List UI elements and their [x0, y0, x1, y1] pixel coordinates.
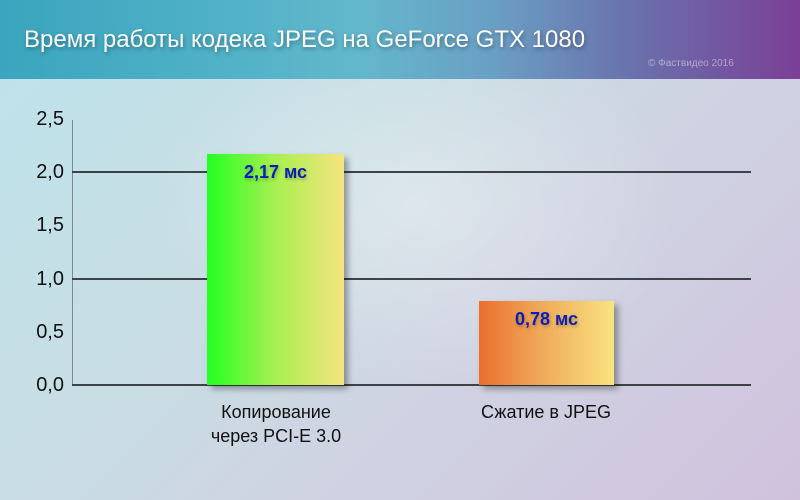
x-category-line: через PCI-E 3.0: [210, 426, 342, 446]
y-tick-label: 0,5: [36, 321, 64, 343]
chart-header: Время работы кодека JPEG на GeForce GTX …: [0, 0, 800, 79]
y-tick-label: 1,0: [36, 268, 64, 290]
x-axis-baseline: [72, 384, 751, 386]
copyright-text: © Фаствидео 2016: [648, 58, 734, 69]
gridline-2: [72, 171, 751, 173]
plot-background: [0, 79, 800, 500]
bar-pci-copy: 2,17 мс: [207, 154, 344, 385]
bar-value-label: 0,78 мс: [514, 309, 579, 329]
y-tick-label: 0,0: [36, 374, 64, 396]
y-axis-line: [72, 120, 73, 386]
x-category-line: Копирование: [221, 402, 331, 422]
bar-jpeg-compress: 0,78 мс: [479, 301, 614, 385]
x-category-line: Сжатие в JPEG: [481, 402, 611, 422]
bar-value-label: 2,17 мс: [243, 162, 308, 182]
plot-gloss: [0, 79, 800, 500]
x-category-label-2: Сжатие в JPEG: [446, 400, 646, 424]
y-tick-label: 1,5: [36, 214, 64, 236]
gridline-1: [72, 278, 751, 280]
y-tick-label: 2,5: [36, 108, 64, 130]
y-tick-label: 2,0: [36, 161, 64, 183]
x-category-label-1: Копирование через PCI-E 3.0: [176, 400, 376, 448]
chart-title: Время работы кодека JPEG на GeForce GTX …: [24, 26, 586, 53]
